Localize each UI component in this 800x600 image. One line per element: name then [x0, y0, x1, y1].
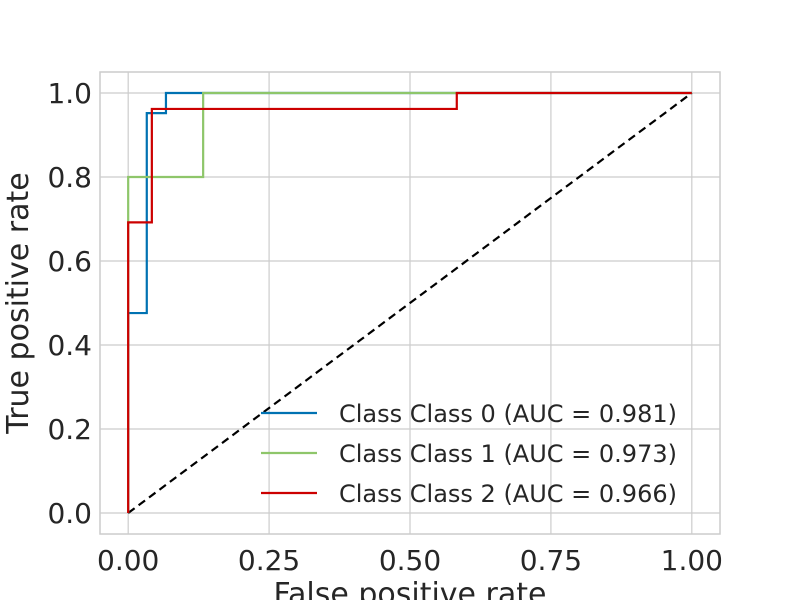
- legend-label: Class Class 1 (AUC = 0.973): [339, 440, 677, 468]
- x-tick-label: 0.25: [238, 544, 300, 577]
- x-tick-label: 1.00: [661, 544, 723, 577]
- chance-diagonal-line: [127, 92, 693, 514]
- x-tick-label: 0.00: [97, 544, 159, 577]
- x-tick-label: 0.75: [520, 544, 582, 577]
- roc-curve-class-2: [127, 91, 692, 513]
- y-axis-label: True positive rate: [1, 172, 36, 434]
- x-tick-label: 0.50: [379, 544, 441, 577]
- legend-label: Class Class 2 (AUC = 0.966): [339, 480, 677, 508]
- y-tick-label: 0.2: [47, 413, 92, 446]
- legend: Class Class 0 (AUC = 0.981) Class Class 1…: [261, 400, 677, 508]
- tick-labels: 0.00 0.25 0.50 0.75 1.00 0.0 0.2 0.4 0.6 0.8 1.0: [47, 77, 723, 577]
- y-tick-label: 0.0: [47, 497, 92, 530]
- plot-frame: [99, 71, 721, 535]
- y-tick-label: 0.4: [47, 329, 92, 362]
- y-tick-label: 0.6: [47, 245, 92, 278]
- legend-label: Class Class 0 (AUC = 0.981): [339, 400, 677, 428]
- x-axis-label: False positive rate: [274, 577, 547, 600]
- y-tick-label: 0.8: [47, 161, 92, 194]
- y-tick-label: 1.0: [47, 77, 92, 110]
- plot-lines: [127, 91, 693, 514]
